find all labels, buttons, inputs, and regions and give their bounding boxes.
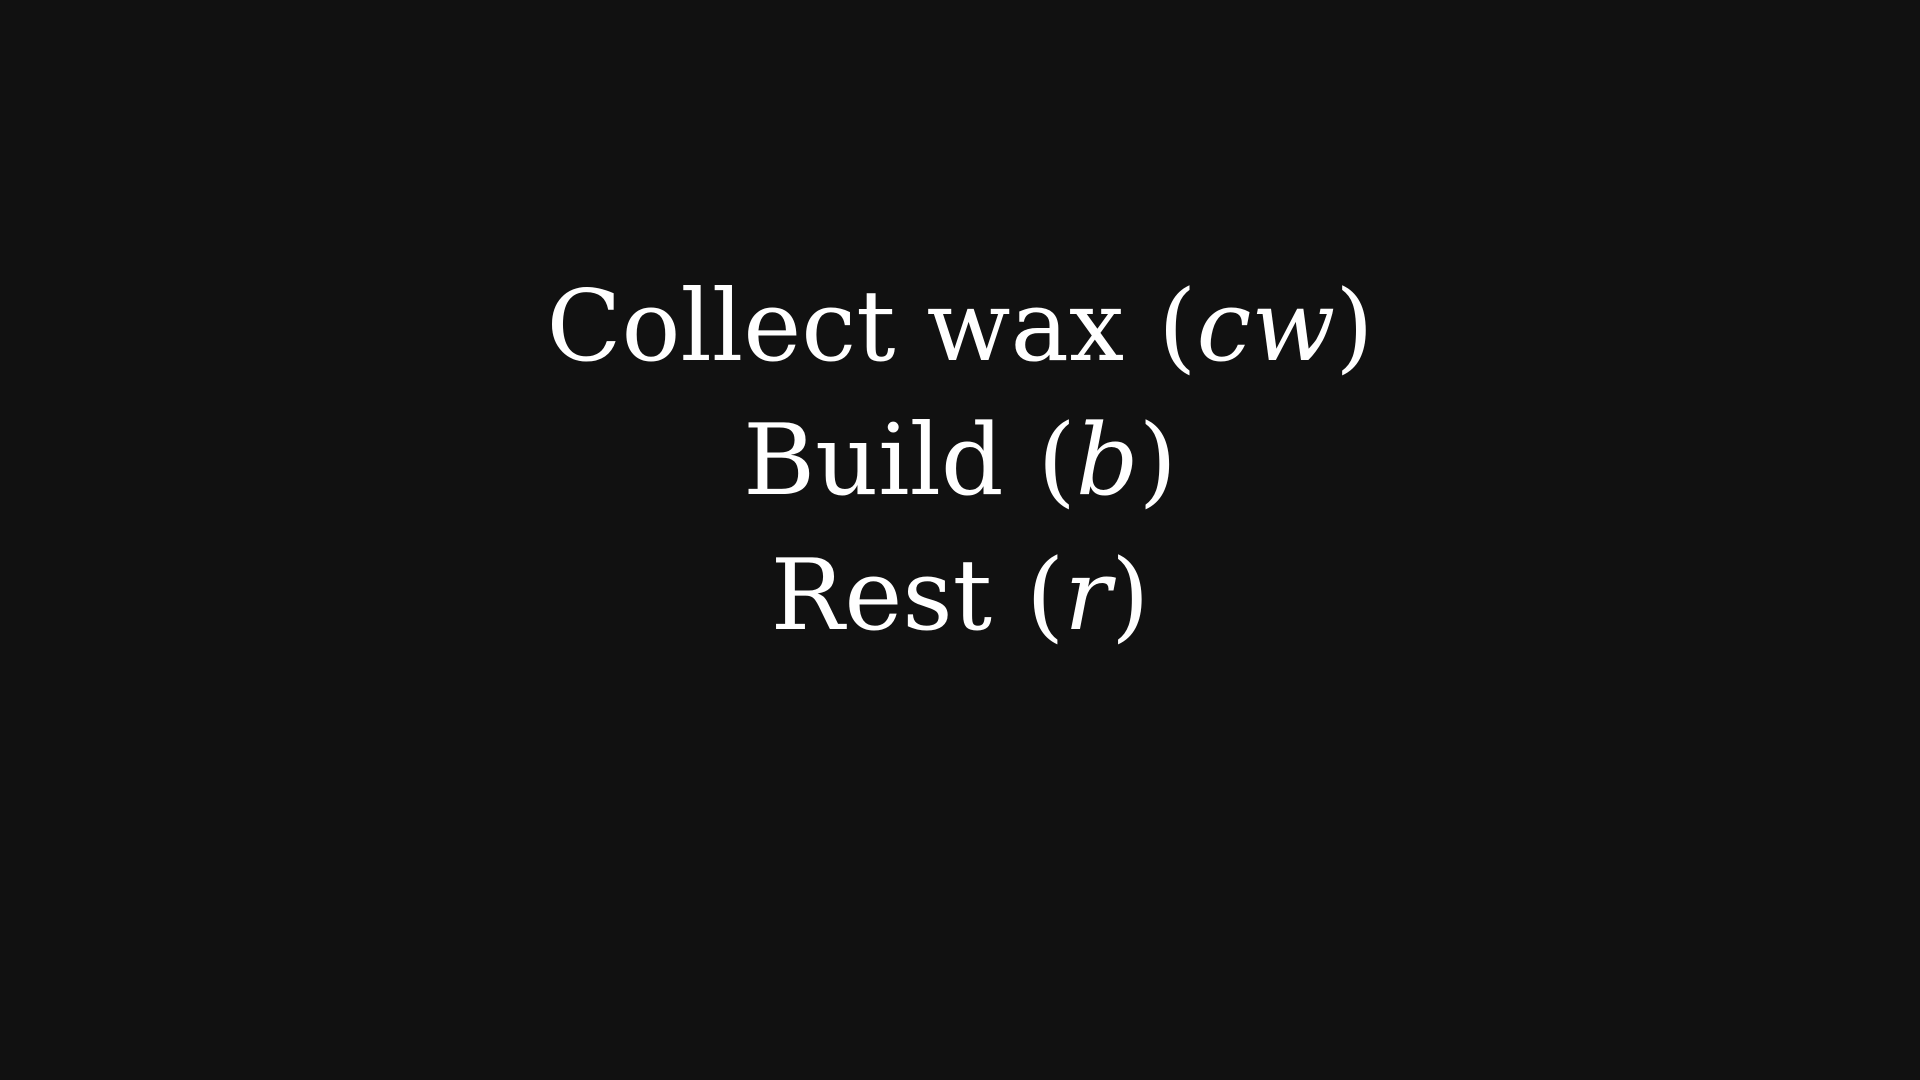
open-paren: ( xyxy=(1158,270,1197,384)
action-label: Collect wax xyxy=(546,270,1125,384)
action-symbol: r xyxy=(1064,539,1112,653)
close-paren: ) xyxy=(1335,270,1374,384)
close-paren: ) xyxy=(1138,404,1177,518)
open-paren: ( xyxy=(1026,539,1065,653)
action-symbol: cw xyxy=(1196,270,1336,384)
open-paren: ( xyxy=(1037,404,1076,518)
action-label: Rest xyxy=(770,539,993,653)
action-symbol: b xyxy=(1075,404,1139,518)
close-paren: ) xyxy=(1111,539,1150,653)
action-line-build: Build (b) xyxy=(0,412,1920,510)
action-line-collect-wax: Collect wax (cw) xyxy=(0,278,1920,376)
action-line-rest: Rest (r) xyxy=(0,547,1920,645)
action-label: Build xyxy=(743,404,1004,518)
